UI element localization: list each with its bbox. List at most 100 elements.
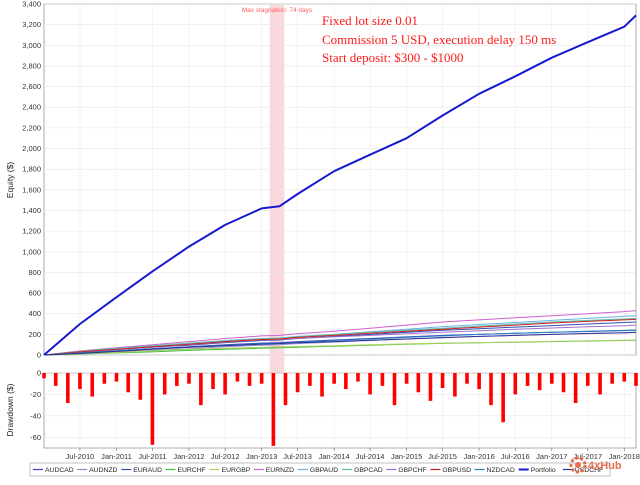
drawdown-bar	[235, 373, 240, 382]
drawdown-bar	[126, 373, 131, 393]
drawdown-bar	[42, 373, 46, 379]
legend-label: EURNZD	[266, 467, 294, 474]
drawdown-bar	[428, 373, 433, 401]
drawdown-bar	[283, 373, 288, 406]
drawdown-bar	[465, 373, 469, 384]
equity-y-ticks: 0 200 400 600 800 1,000 1,200 1,400 1,600 1,800 2,…	[22, 0, 41, 360]
legend-label: AUDNZD	[89, 467, 117, 474]
drawdown-bar	[211, 373, 215, 390]
drawdown-bar	[199, 373, 203, 406]
series-line-eurnzd	[43, 310, 637, 356]
drawdown-bar	[610, 373, 614, 384]
legend-label: GBPAUD	[310, 467, 338, 474]
gear-icon	[569, 456, 587, 474]
equity-y-tick-label: 0	[37, 351, 41, 360]
drawdown-bar	[175, 373, 179, 386]
x-tick-label: Jul-2010	[66, 452, 95, 461]
x-tick-label: Jul-2016	[501, 452, 530, 461]
legend-label: AUDCAD	[45, 467, 74, 474]
drawdown-bar	[332, 373, 336, 384]
drawdown-bar	[573, 373, 578, 403]
series-line-gbpchf	[43, 324, 637, 356]
drawdown-bar	[549, 373, 554, 384]
drawdown-bar	[368, 373, 372, 395]
equity-y-tick-label: 1,000	[22, 247, 41, 256]
equity-y-tick-label: 3,200	[22, 20, 41, 29]
drawdown-bar	[380, 373, 385, 386]
drawdown-bar	[416, 373, 421, 393]
equity-y-axis-title: Equity ($)	[5, 162, 15, 199]
drawdown-bar	[537, 373, 542, 391]
legend-label: USDCHF	[575, 467, 603, 474]
drawdown-bar	[392, 373, 397, 406]
equity-panel: 0 200 400 600 800 1,000 1,200 1,400 1,600 1,800 2,…	[5, 0, 637, 448]
annotation-start-deposit: Start deposit: $300 - $1000	[322, 50, 464, 65]
drawdown-bar	[501, 373, 505, 423]
drawdown-bar	[223, 373, 227, 395]
annotation-lot-size: Fixed lot size 0.01	[322, 13, 418, 28]
x-tick-label: Jul-2013	[283, 452, 312, 461]
equity-y-tick-label: 2,400	[22, 103, 41, 112]
drawdown-bar	[320, 373, 324, 397]
drawdown-bar	[513, 373, 518, 395]
drawdown-bar	[187, 373, 191, 384]
drawdown-bar	[150, 373, 155, 445]
x-tick-label: Jan-2012	[173, 452, 204, 461]
drawdown-y-tick-label: -40	[30, 411, 41, 420]
x-tick-label: Jan-2014	[319, 452, 350, 461]
drawdown-bar	[102, 373, 107, 384]
drawdown-bar	[489, 373, 493, 406]
drawdown-bar	[259, 373, 264, 384]
x-tick-label: Jul-2011	[138, 452, 166, 461]
drawdown-y-tick-label: -60	[30, 433, 41, 442]
drawdown-bar	[114, 373, 119, 382]
drawdown-bar	[525, 373, 530, 386]
equity-y-tick-label: 3,000	[22, 41, 41, 50]
legend-label: Portfolio	[531, 467, 556, 474]
drawdown-bar	[247, 373, 252, 386]
legend-label: NZDCAD	[487, 467, 515, 474]
legend-label: GBPUSD	[442, 467, 471, 474]
max-stagnation-label: Max stagnation: 74 days	[242, 7, 313, 14]
x-tick-label: Jan-2016	[463, 452, 494, 461]
drawdown-bar	[622, 373, 627, 382]
drawdown-y-tick-label: -20	[30, 390, 41, 399]
equity-grid	[44, 3, 636, 356]
x-tick-label: Jan-2018	[609, 452, 640, 461]
watermark-text: 4xHub	[588, 460, 622, 472]
x-tick-label: Jul-2015	[428, 452, 457, 461]
max-stagnation-band	[269, 5, 285, 448]
drawdown-plot-frame	[43, 372, 637, 449]
equity-y-tick-label: 1,800	[22, 165, 41, 174]
drawdown-bar	[271, 373, 276, 446]
series-line-gbpusd	[43, 318, 637, 356]
drawdown-bar	[90, 373, 95, 397]
drawdown-bar	[634, 373, 638, 386]
drawdown-y-axis-title: Drawdown ($)	[5, 383, 15, 436]
equity-y-tick-label: 2,800	[22, 61, 41, 70]
equity-series	[43, 14, 637, 356]
drawdown-bar	[356, 373, 360, 382]
drawdown-bar	[66, 373, 70, 403]
drawdown-bar	[404, 373, 409, 384]
drawdown-bar	[585, 373, 590, 386]
series-line-usdchf	[43, 331, 637, 356]
drawdown-bar	[53, 373, 58, 386]
series-line-eurgbp	[43, 339, 637, 356]
drawdown-bar	[162, 373, 167, 395]
x-tick-label: Jan-2013	[246, 452, 277, 461]
equity-y-tick-label: 1,200	[22, 227, 41, 236]
equity-y-tick-label: 400	[28, 309, 41, 318]
drawdown-bar	[561, 373, 566, 393]
equity-y-tick-label: 800	[28, 268, 41, 277]
drawdown-area	[42, 373, 638, 446]
legend-label: GBPCHF	[398, 467, 426, 474]
annotation-commission: Commission 5 USD, execution delay 150 ms	[322, 32, 556, 47]
drawdown-bar	[598, 373, 602, 395]
equity-y-tick-label: 200	[28, 330, 41, 339]
drawdown-bar	[308, 373, 312, 386]
series-line-gbpcad	[43, 317, 637, 356]
drawdown-panel: 0 -20 -40 -60 Jul-2010 Jan-2011 Jul-2011 Jan-2…	[5, 369, 640, 462]
series-line-portfolio	[43, 14, 637, 356]
